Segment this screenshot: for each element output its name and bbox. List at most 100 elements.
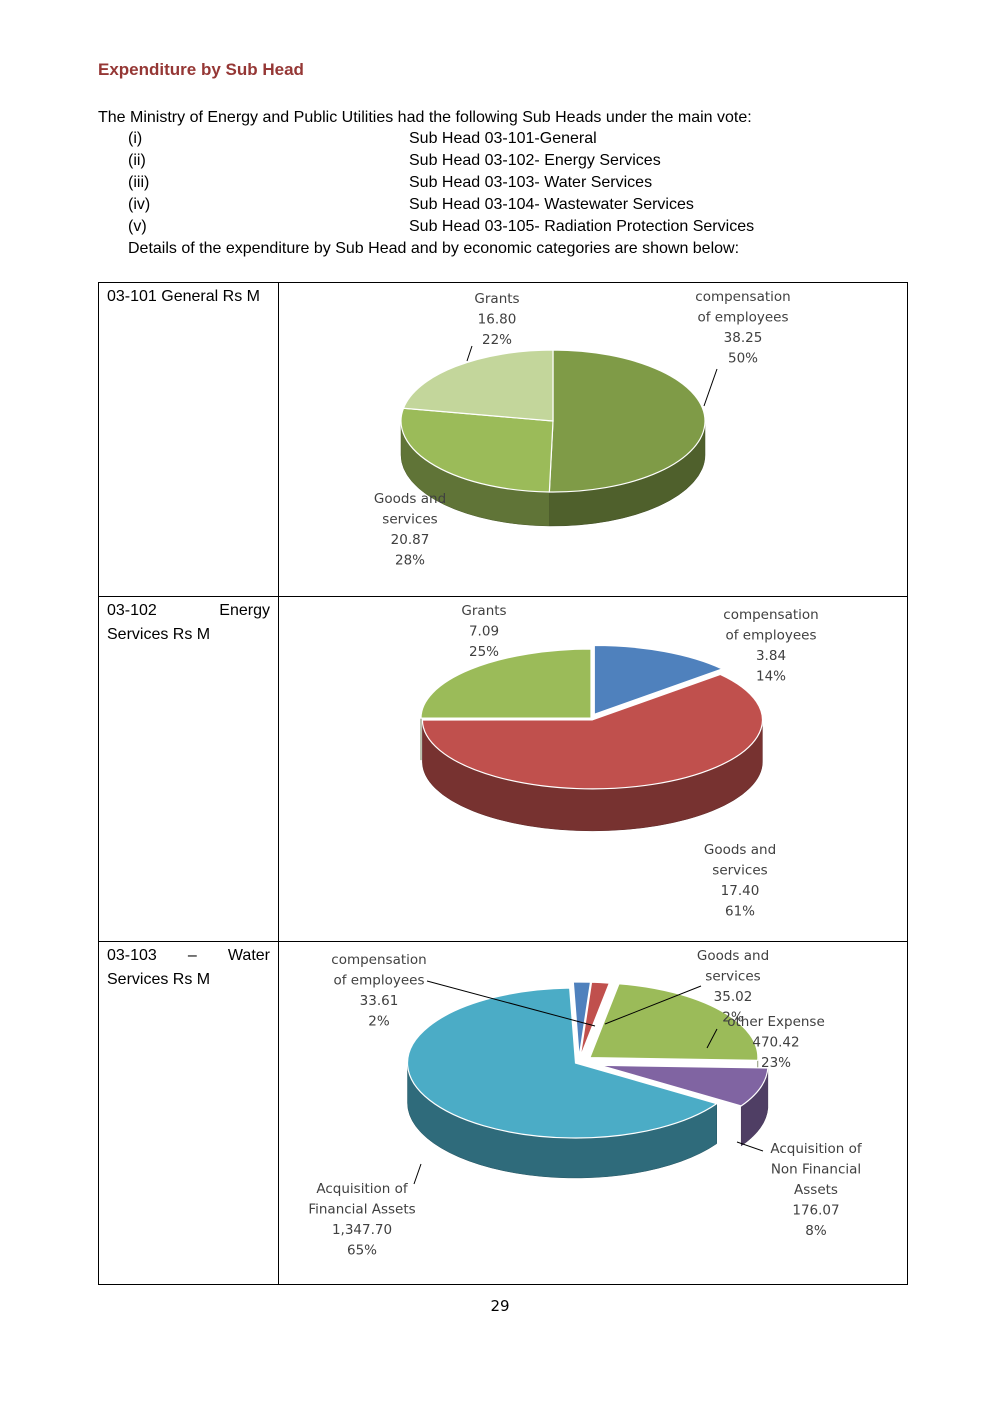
sub-head-label: Sub Head 03-105- Radiation Protection Se… [409, 218, 755, 235]
slice-label-line: 28% [395, 553, 425, 569]
label-leader-line [706, 1028, 718, 1049]
slice-label-line: compensation [331, 952, 426, 968]
row-label-line: 03-102 Energy [107, 599, 270, 623]
sub-head-label: Sub Head 03-103- Water Services [409, 174, 653, 191]
sub-head-number: (iii) [128, 174, 150, 191]
row-label-word: Energy [219, 602, 270, 619]
slice-label-line: 2% [722, 1010, 744, 1026]
slice-label-line: 38.25 [724, 330, 763, 346]
slice-label: Goods and services 17.40 61% [704, 842, 776, 920]
pie-slice [593, 644, 724, 716]
pie-slice [402, 349, 554, 422]
slice-label-line: Financial Assets [308, 1202, 415, 1218]
slice-label: compensation of employees 33.61 2% [331, 952, 426, 1030]
slice-label-line: services [382, 512, 437, 528]
slice-label-line: compensation [723, 607, 818, 623]
slice-label: other Expense 470.42 23% [727, 1014, 825, 1071]
row-label-line: Services Rs M [107, 626, 211, 643]
slice-label: Acquisition of Financial Assets 1,347.70 65… [308, 1181, 415, 1259]
slice-label-line: 17.40 [721, 883, 760, 899]
label-leader-line [604, 985, 702, 1025]
slice-label-line: Goods and [704, 842, 776, 858]
slice-label-line: 3.84 [756, 648, 786, 664]
slice-label-line: 50% [728, 351, 758, 367]
slice-label: Acquisition of Non Financial Assets 176.07 8… [770, 1141, 862, 1239]
sub-head-label: Sub Head 03-104- Wastewater Services [409, 196, 694, 213]
label-leader-line [426, 980, 596, 1027]
sub-head-label: Sub Head 03-101-General [409, 130, 597, 147]
slice-label-line: 23% [761, 1055, 791, 1071]
label-leader-line [703, 368, 718, 407]
sub-head-number: (i) [128, 130, 143, 147]
slice-label-line: 14% [756, 669, 786, 685]
slice-label-line: Goods and [374, 491, 446, 507]
slice-label-line: 7.09 [469, 624, 499, 640]
slice-label-line: other Expense [727, 1014, 825, 1030]
sub-head-number: (iv) [128, 196, 151, 213]
slice-label-line: 65% [347, 1243, 377, 1259]
row-label-line: Services Rs M [107, 971, 211, 988]
slice-label-line: Grants [474, 291, 519, 307]
expenditure-table: 03-101 General Rs M compensation of emplo… [98, 282, 908, 1285]
row-label-text: 03-101 General Rs M [107, 288, 260, 305]
pie-chart-general: compensation of employees 38.25 50% Goods an… [374, 289, 791, 569]
slice-label-line: compensation [695, 289, 790, 305]
slice-label-line: 176.07 [792, 1203, 839, 1219]
sub-head-number: (v) [128, 218, 147, 235]
row-label-line: 03-103 – Water [107, 944, 270, 968]
slice-label-line: 1,347.70 [332, 1222, 392, 1238]
slice-label-line: 61% [725, 904, 755, 920]
slice-label-line: of employees [334, 973, 425, 989]
pie-slice [548, 349, 706, 493]
slice-label-line: 22% [482, 332, 512, 348]
slice-label: Grants 16.80 22% [474, 291, 519, 348]
pie-slice [589, 983, 759, 1061]
row-label-energy: 03-102 Energy Services Rs M [98, 596, 279, 942]
row-label-water: 03-103 – Water Services Rs M [98, 941, 279, 1285]
pie-top-group [400, 349, 706, 493]
pie-top-group [420, 644, 763, 790]
table-row: 03-103 – Water Services Rs M compensatio… [98, 941, 908, 1285]
table-row: 03-102 Energy Services Rs M compensation… [98, 596, 908, 942]
slice-label-line: of employees [698, 310, 789, 326]
slice-label: compensation of employees 38.25 50% [695, 289, 790, 367]
slice-label-line: 35.02 [714, 989, 753, 1005]
section-heading: Expenditure by Sub Head [98, 60, 304, 79]
slice-label-line: 25% [469, 644, 499, 660]
slice-label: compensation of employees 3.84 14% [723, 607, 818, 685]
slice-label-line: 470.42 [752, 1035, 799, 1051]
pie-slice [421, 673, 763, 790]
row-label-code: 03-103 [107, 947, 157, 964]
page-number: 29 [490, 1297, 510, 1315]
slice-label-line: services [705, 969, 760, 985]
pie-slice [579, 981, 611, 1058]
slice-label-line: Acquisition of [316, 1181, 408, 1197]
pie-chart-energy: compensation of employees 3.84 14% Goods and… [420, 603, 819, 920]
slice-label-line: 2% [368, 1014, 390, 1030]
label-leader-line [466, 345, 473, 362]
slice-label-line: 20.87 [391, 532, 430, 548]
table-row: 03-101 General Rs M compensation of emplo… [98, 282, 908, 597]
pie-slice [599, 1064, 769, 1107]
pie-slice [406, 987, 719, 1139]
slice-label-line: of employees [726, 628, 817, 644]
pie-slice [420, 648, 592, 719]
chart-cell: compensation of employees 38.25 50% Goods an… [278, 282, 908, 597]
pie-chart-water: compensation of employees 33.61 2%Goods and… [308, 948, 863, 1259]
label-leader-line [736, 1141, 764, 1152]
pie-slice [572, 981, 592, 1058]
details-paragraph: Details of the expenditure by Sub Head a… [128, 240, 740, 257]
slice-label-line: services [712, 863, 767, 879]
row-label-word: Water [227, 947, 270, 964]
pie-slice [400, 407, 554, 493]
slice-label-line: 16.80 [478, 312, 517, 328]
slice-label-line: 33.61 [360, 993, 399, 1009]
pie-top-group [406, 981, 769, 1139]
slice-label-line: Assets [794, 1182, 838, 1198]
slice-label-line: Grants [461, 603, 506, 619]
slice-label: Grants 7.09 25% [461, 603, 506, 660]
sub-head-label: Sub Head 03-102- Energy Services [409, 152, 661, 169]
intro-paragraph: The Ministry of Energy and Public Utilit… [98, 109, 752, 126]
chart-cell: compensation of employees 33.61 2% Goods and… [278, 941, 908, 1285]
label-leader-line [413, 1163, 422, 1185]
